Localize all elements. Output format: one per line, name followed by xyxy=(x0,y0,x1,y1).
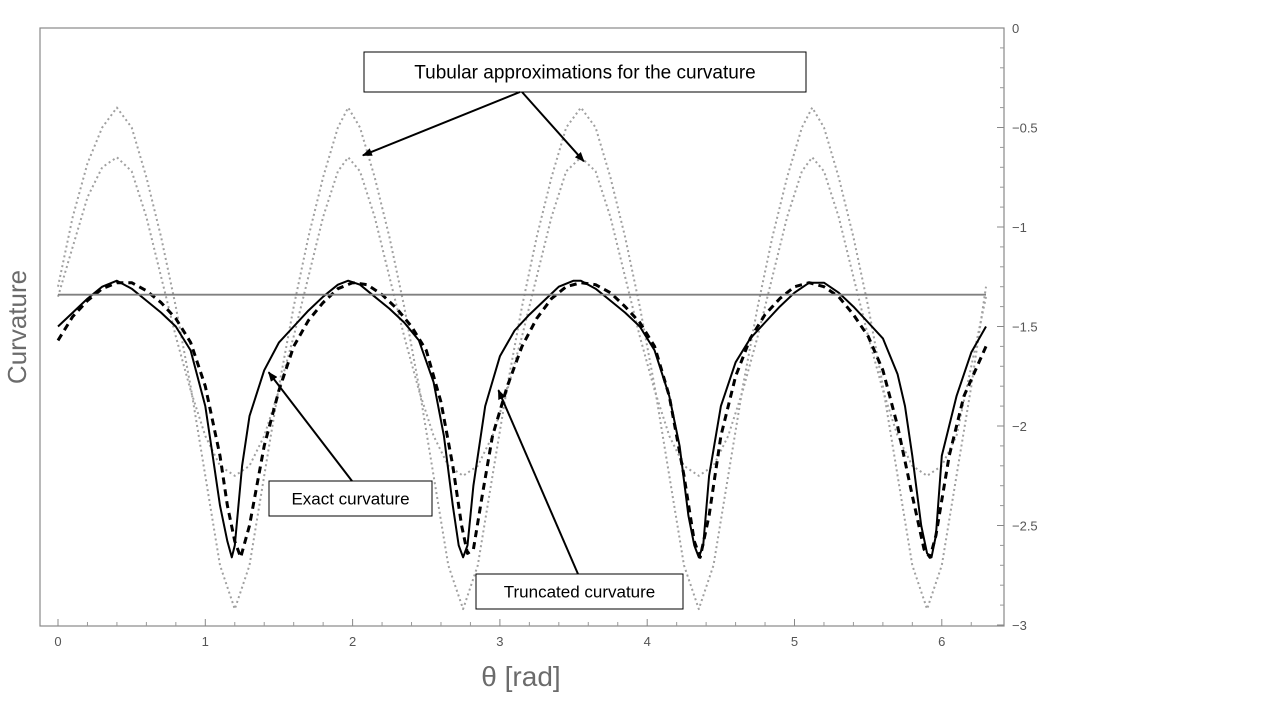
y-tick-label: 0 xyxy=(1012,21,1019,36)
y-tick-label: −2 xyxy=(1012,419,1027,434)
y-tick-label: −2.5 xyxy=(1012,519,1038,534)
callout-box xyxy=(268,480,433,517)
axis-ticks: 0 1 2 3 4 5 6 0 −0.5 −1 −1.5 −2 −2.5 −3 xyxy=(54,21,1037,649)
callout-arrow xyxy=(521,91,585,163)
y-tick-label: −3 xyxy=(1012,618,1027,633)
series-line-0-solid xyxy=(57,279,987,559)
x-tick-label: 4 xyxy=(644,634,651,649)
x-tick-label: 1 xyxy=(202,634,209,649)
x-tick-label: 2 xyxy=(349,634,356,649)
x-tick-label: 5 xyxy=(791,634,798,649)
annotations-group: Tubular approximations for the curvature… xyxy=(267,51,807,610)
callout-box xyxy=(475,573,684,610)
y-tick-label: −1.5 xyxy=(1012,320,1038,335)
callout-label: Truncated curvature xyxy=(504,582,656,601)
series-group xyxy=(56,106,988,611)
callout-label: Tubular approximations for the curvature xyxy=(414,63,755,84)
x-tick-label: 6 xyxy=(938,634,945,649)
callout-arrow xyxy=(267,371,353,482)
x-tick-label: 0 xyxy=(54,634,61,649)
callout-box xyxy=(363,51,807,93)
y-axis-title: Curvature xyxy=(2,270,32,384)
plot-frame xyxy=(39,27,1005,627)
x-axis-title: θ [rad] xyxy=(481,661,560,692)
series-line-4-dotted xyxy=(57,156,987,477)
callout-arrow xyxy=(361,91,521,157)
y-tick-label: −0.5 xyxy=(1012,121,1038,136)
y-tick-label: −1 xyxy=(1012,220,1027,235)
callout-label: Exact curvature xyxy=(291,489,409,508)
x-tick-label: 3 xyxy=(496,634,503,649)
series-line-3-dotted xyxy=(57,106,987,611)
callout-arrow xyxy=(497,389,579,575)
